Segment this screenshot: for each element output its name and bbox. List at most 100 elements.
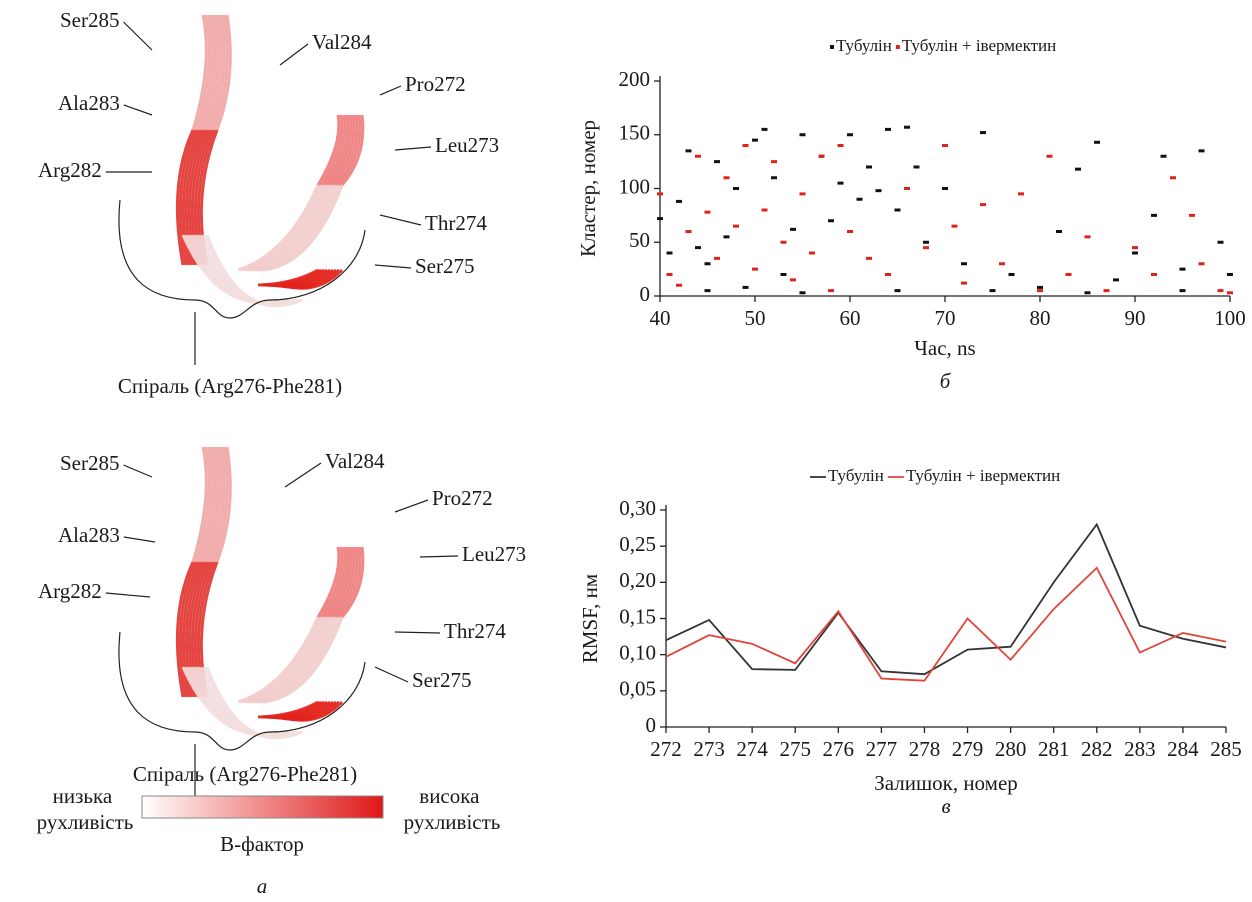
ribbon xyxy=(328,546,353,618)
structure: Ser285 Val284 Pro272 Ala283 Leu273 Arg282 Thr2… xyxy=(38,8,499,398)
scatter-point xyxy=(951,224,958,228)
scatter-point xyxy=(704,289,711,293)
scatter-point xyxy=(1179,267,1186,271)
scatter-point xyxy=(809,251,815,255)
scatter-point xyxy=(847,230,853,233)
ribbon xyxy=(191,14,208,131)
ribbon xyxy=(325,114,350,186)
series-line xyxy=(665,522,1227,676)
ribbon xyxy=(215,446,232,563)
ribbon xyxy=(209,14,226,131)
ribbon xyxy=(334,546,359,618)
ribbon xyxy=(261,616,344,704)
ribbon xyxy=(331,546,356,618)
y-tick-label: 0,30 xyxy=(619,496,656,520)
scatter-point xyxy=(904,187,910,190)
residue-label: Pro272 xyxy=(432,486,493,510)
scatter-point xyxy=(714,160,720,164)
residue-label: Thr274 xyxy=(425,211,487,235)
ribbon xyxy=(205,234,303,308)
scatter-point xyxy=(657,192,663,196)
residue-label: Val284 xyxy=(312,30,372,54)
x-tick-label: 273 xyxy=(693,737,725,761)
y-tick-label: 50 xyxy=(629,228,650,252)
scatter-point xyxy=(894,289,901,293)
scatter-point xyxy=(723,176,730,180)
scatter-point xyxy=(989,289,996,293)
ribbon xyxy=(205,666,303,740)
scatter-point xyxy=(657,217,663,221)
scatter-point xyxy=(1037,289,1043,293)
scatter-point xyxy=(1075,167,1081,171)
ribbon xyxy=(334,114,359,186)
scatter-point xyxy=(1037,285,1043,289)
structures: Ser285 Val284 Pro272 Ala283 Leu273 Arg282 Thr2… xyxy=(38,8,526,797)
ribbon xyxy=(322,546,347,618)
scatter-point xyxy=(923,240,929,244)
y-tick-label: 0 xyxy=(646,713,657,737)
structure: Ser285 Val284 Pro272 Ala283 Leu273 Arg282 Thr2… xyxy=(38,446,526,797)
y-tick-label: 0 xyxy=(640,282,651,306)
y-tick-label: 0,25 xyxy=(619,532,656,556)
scatter-point xyxy=(1132,251,1138,255)
residue-lead xyxy=(284,462,322,488)
scatter-point xyxy=(1170,176,1176,180)
x-axis-label: Час, ns xyxy=(914,336,975,360)
scatter-point xyxy=(695,154,701,158)
scatter-point xyxy=(837,181,844,185)
x-tick-label: 60 xyxy=(840,306,861,330)
scatter-point xyxy=(1018,192,1024,196)
residue-label: Leu273 xyxy=(435,133,499,157)
ribbon xyxy=(212,14,229,131)
scatter-point xyxy=(1084,235,1091,239)
x-tick-label: 278 xyxy=(909,737,941,761)
residue-lead xyxy=(419,555,459,558)
ribbon xyxy=(175,129,195,266)
residue-label: Val284 xyxy=(325,449,385,473)
scatter-point xyxy=(1227,273,1233,276)
scatter-point xyxy=(1217,240,1224,244)
colorbar-title: B-фактор xyxy=(220,832,304,856)
scatter-point xyxy=(1132,246,1138,250)
residue-lead xyxy=(394,631,441,634)
legend-label: Тубулін + івермектин xyxy=(906,466,1060,485)
panel-label: в xyxy=(941,794,950,818)
high-line: висока xyxy=(419,784,480,808)
scatter-point xyxy=(885,127,891,131)
residue-label: Ser285 xyxy=(60,8,120,32)
scatter-point xyxy=(866,165,872,169)
ribbon xyxy=(178,129,198,266)
scatter-point xyxy=(1179,289,1186,293)
y-tick-label: 0,20 xyxy=(619,568,656,592)
scatter-point xyxy=(714,256,720,260)
ribbon xyxy=(206,14,223,131)
x-tick-label: 276 xyxy=(823,737,855,761)
ribbon xyxy=(237,616,320,704)
legend-label: Тубулін + івермектин xyxy=(902,36,1056,55)
ribbon xyxy=(203,14,220,131)
ribbon xyxy=(281,700,344,722)
scatter-point xyxy=(1198,149,1205,153)
x-tick-label: 90 xyxy=(1125,306,1146,330)
x-tick-label: 272 xyxy=(650,737,682,761)
panel-label: а xyxy=(257,874,268,898)
scatter-point xyxy=(666,251,673,255)
scatter-point xyxy=(885,273,891,276)
residue-lead xyxy=(123,464,153,478)
x-tick-label: 80 xyxy=(1030,306,1051,330)
x-tick-label: 70 xyxy=(935,306,956,330)
residue-lead xyxy=(123,21,153,51)
residue-lead xyxy=(279,43,309,66)
scatter-point xyxy=(799,291,806,295)
ribbon xyxy=(181,129,201,266)
x-tick-label: 50 xyxy=(745,306,766,330)
scatter-point xyxy=(676,283,682,287)
x-tick-label: 280 xyxy=(995,737,1027,761)
scatter-point xyxy=(1046,154,1053,158)
ribbon xyxy=(319,546,344,618)
x-tick-label: 281 xyxy=(1038,737,1070,761)
series-line xyxy=(665,566,1227,682)
ribbon xyxy=(237,184,320,272)
scatter-point xyxy=(771,176,777,180)
scatter-point xyxy=(1008,273,1015,276)
